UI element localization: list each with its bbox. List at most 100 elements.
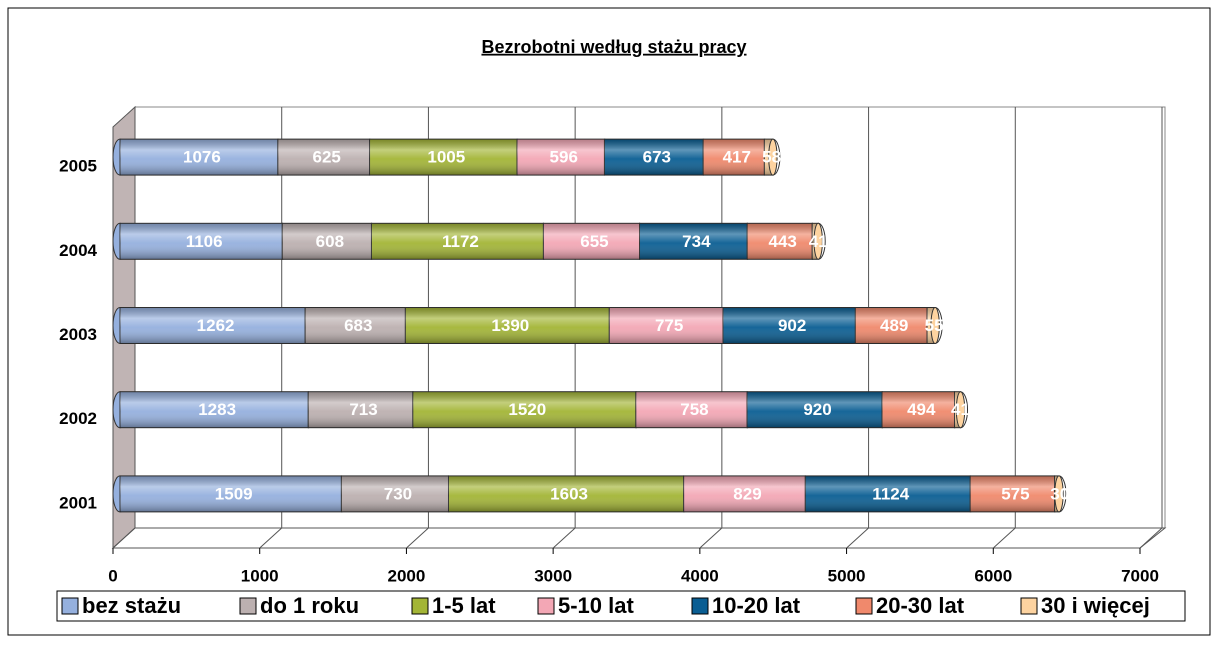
bar-shading [683,475,806,512]
data-label: 489 [880,316,908,335]
data-label: 41 [809,232,828,251]
bar-shading [120,391,309,428]
bar-joint [935,307,943,344]
data-label: 1603 [550,484,588,503]
bar-cap [1054,475,1064,513]
legend-swatch [537,597,555,615]
data-label: 494 [907,400,936,419]
data-label: 1076 [183,148,221,167]
data-label: 596 [550,148,578,167]
bar-joint [772,138,781,176]
data-label: 575 [1001,484,1029,503]
data-label: 41 [951,400,970,419]
bar-shading [639,223,748,260]
bar-shading [747,223,813,260]
y-tick-label: 2005 [59,157,97,176]
bar-shading [120,307,306,344]
data-label: 920 [803,400,831,419]
legend-label: 10-20 lat [712,593,801,618]
x-tick-label: 4000 [681,566,719,585]
legend-label: 20-30 lat [876,593,965,618]
bar-shading [412,391,636,428]
bar-shading [277,139,370,176]
data-label: 829 [733,484,761,503]
bar-shading [405,307,610,344]
grid-line [552,527,576,549]
y-tick-label: 2003 [59,325,97,344]
bar-shading [747,391,883,428]
data-label: 625 [313,148,341,167]
legend-label: bez stażu [82,593,181,618]
bar-joint [818,222,826,260]
x-tick-label: 0 [108,566,117,585]
grid-line [406,527,429,549]
bar-shading [120,139,278,176]
data-label: 1283 [198,400,236,419]
data-label: 30 [1050,484,1069,503]
x-tick-label: 7000 [1121,566,1159,585]
bar-shading [282,223,372,260]
data-label: 1520 [508,400,546,419]
bar-cap [768,138,778,176]
bar-shading [448,475,684,512]
x-tick-label: 6000 [974,566,1012,585]
x-tick-label: 3000 [534,566,572,585]
data-label: 1172 [442,232,479,251]
bar-joint [960,391,969,429]
data-label: 902 [778,316,806,335]
bar-shading [805,475,971,512]
legend-label: 1-5 lat [432,593,496,618]
data-label: 775 [655,316,683,335]
data-label: 758 [680,400,708,419]
data-label: 734 [682,232,711,251]
data-label: 608 [316,232,344,251]
grid-line [112,527,136,549]
data-label: 1106 [186,232,223,251]
bar-shading [722,307,856,344]
bar-shading [517,139,605,176]
data-label: 1262 [197,316,235,335]
data-label: 730 [384,484,412,503]
data-label: 713 [349,400,377,419]
grid-line [699,527,723,549]
bar-cap [930,307,940,344]
grid-line [259,527,283,549]
legend-swatch [61,597,79,615]
x-tick-label: 2000 [388,566,426,585]
data-label: 443 [769,232,797,251]
legend-label: 5-10 lat [558,593,634,618]
data-label: 1390 [491,316,529,335]
legend-label: 30 i więcej [1041,593,1150,618]
bar-shading [371,223,544,260]
legend-swatch [691,597,709,615]
bar-cap [813,222,823,260]
grid-line [846,527,869,549]
legend-swatch [855,597,873,615]
bar-shading [308,391,413,428]
bar-shading [120,223,283,260]
bar-cap [955,391,966,429]
bar-shading [305,307,406,344]
legend-swatch [1020,597,1038,615]
data-label: 1509 [215,484,253,503]
y-tick-label: 2004 [59,241,97,260]
bar-shading [855,307,928,344]
data-label: 1124 [872,484,909,503]
data-label: 673 [643,148,671,167]
data-label: 417 [723,148,751,167]
data-label: 683 [344,316,372,335]
grid-line [992,527,1016,549]
y-tick-label: 2001 [59,493,97,512]
legend-swatch [411,597,429,615]
bar-shading [341,475,449,512]
y-tick-label: 2002 [59,409,97,428]
chart-title: Bezrobotni według stażu pracy [481,37,746,57]
bar-shading [703,139,765,176]
bar-shading [882,391,955,428]
legend-swatch [239,597,257,615]
x-tick-label: 5000 [828,566,866,585]
legend-label: do 1 roku [260,593,359,618]
grid-line [1139,527,1163,549]
data-label: 58 [762,148,781,167]
data-label: 55 [925,316,944,335]
